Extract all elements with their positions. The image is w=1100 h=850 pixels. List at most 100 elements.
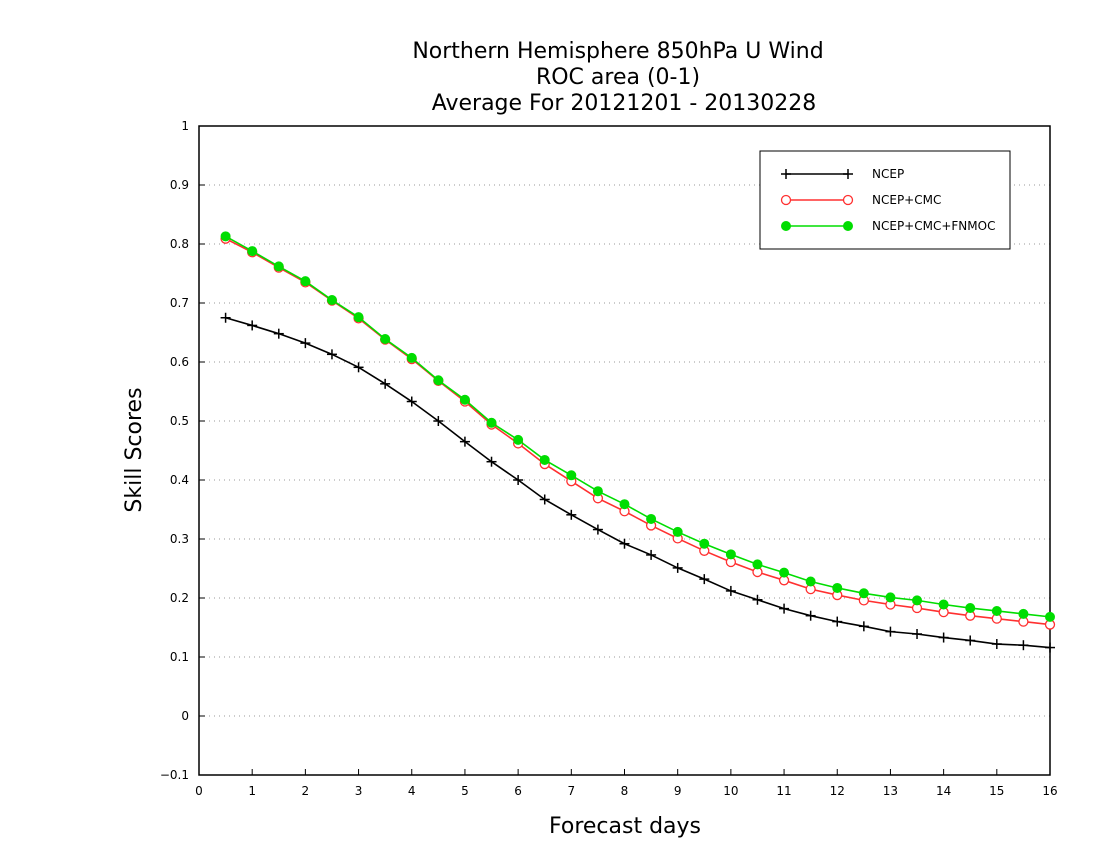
data-point (1018, 608, 1029, 619)
title-line-2: ROC area (0-1) (536, 65, 700, 90)
x-axis-ticks: 0 1 2 3 4 5 6 7 8 9 10 11 12 13 14 15 16 (195, 769, 1058, 798)
title-line-1: Northern Hemisphere 850hPa U Wind (412, 39, 823, 64)
y-axis-title: Skill Scores (122, 387, 147, 512)
data-point (912, 628, 923, 639)
data-point (725, 549, 736, 560)
data-point (380, 378, 391, 389)
data-point (592, 524, 603, 535)
x-tick-label: 12 (830, 784, 845, 798)
data-point (832, 616, 843, 627)
x-tick-label: 1 (248, 784, 256, 798)
data-point (965, 603, 976, 614)
x-tick-label: 14 (936, 784, 951, 798)
y-tick-label: −0.1 (160, 768, 189, 782)
legend-entry: NCEP+CMC+FNMOC (781, 219, 995, 233)
y-tick-label: 0.7 (170, 296, 189, 310)
legend-marker (843, 169, 853, 179)
data-point (619, 499, 630, 510)
x-tick-label: 7 (567, 784, 575, 798)
data-point (539, 454, 550, 465)
data-point (646, 513, 657, 524)
legend-label: NCEP+CMC+FNMOC (872, 219, 995, 233)
data-point (991, 605, 1002, 616)
data-point (459, 394, 470, 405)
data-point (912, 595, 923, 606)
data-point (1045, 642, 1055, 653)
data-point (805, 610, 816, 621)
data-point (672, 562, 683, 573)
data-point (592, 486, 603, 497)
data-point (513, 475, 524, 485)
data-point (273, 261, 284, 272)
x-tick-label: 8 (621, 784, 629, 798)
data-point (433, 416, 444, 426)
data-point (938, 632, 949, 643)
data-point (406, 352, 417, 363)
series-layer (220, 231, 1056, 653)
data-point (619, 538, 630, 549)
data-point (885, 592, 896, 603)
data-point (646, 549, 657, 560)
x-tick-label: 11 (776, 784, 791, 798)
legend-entry: NCEP (781, 167, 904, 181)
data-point (699, 538, 710, 549)
data-point (779, 603, 790, 614)
series-ncep-cmc-fnmoc (220, 231, 1055, 622)
series-line (225, 237, 1051, 626)
legend-label: NCEP+CMC (872, 193, 941, 207)
y-tick-label: 0.6 (170, 355, 189, 369)
y-tick-label: 0.5 (170, 414, 189, 428)
legend-marker (842, 194, 854, 206)
data-point (247, 320, 258, 331)
y-tick-label: 0.4 (170, 473, 189, 487)
y-tick-label: 0.2 (170, 591, 189, 605)
data-point (965, 635, 976, 646)
data-point (858, 588, 869, 599)
title-line-3: Average For 20121201 - 20130228 (432, 91, 817, 116)
legend-marker (843, 221, 853, 231)
data-point (326, 295, 337, 306)
data-point (220, 312, 231, 323)
data-point (672, 526, 683, 537)
data-point (273, 328, 284, 339)
x-tick-label: 16 (1042, 784, 1057, 798)
data-point (300, 338, 311, 349)
legend-label: NCEP (872, 167, 904, 181)
data-point (885, 626, 896, 637)
y-tick-label: 1 (181, 119, 189, 133)
x-tick-label: 9 (674, 784, 682, 798)
data-point (353, 312, 364, 323)
data-point (752, 594, 763, 605)
data-point (779, 567, 790, 578)
x-tick-label: 5 (461, 784, 469, 798)
series-ncep (220, 312, 1055, 653)
data-point (539, 494, 550, 505)
y-tick-label: 0.3 (170, 532, 189, 546)
data-point (938, 599, 949, 610)
x-tick-label: 0 (195, 784, 203, 798)
data-point (459, 436, 470, 447)
data-point (326, 349, 337, 360)
data-point (1045, 611, 1055, 622)
y-tick-label: 0.9 (170, 178, 189, 192)
series-ncep-cmc (220, 233, 1056, 630)
y-axis-ticks: −0.1 0 0.1 0.2 0.3 0.4 0.5 0.6 0.7 0.8 0.9 1 (160, 119, 205, 782)
legend: NCEP NCEP+CMC NCEP+CMC+FNMOC (759, 150, 1011, 250)
legend-marker (781, 169, 791, 179)
x-tick-label: 3 (355, 784, 363, 798)
data-point (858, 621, 869, 632)
x-axis-title: Forecast days (549, 814, 701, 839)
data-point (247, 246, 258, 257)
y-tick-label: 0.8 (170, 237, 189, 251)
x-tick-label: 10 (723, 784, 738, 798)
data-point (725, 585, 736, 596)
x-tick-label: 13 (883, 784, 898, 798)
data-point (486, 456, 497, 467)
y-tick-label: 0.1 (170, 650, 189, 664)
x-tick-label: 2 (302, 784, 310, 798)
data-point (433, 375, 444, 386)
data-point (1018, 640, 1029, 651)
data-point (991, 639, 1002, 650)
data-point (566, 470, 577, 481)
